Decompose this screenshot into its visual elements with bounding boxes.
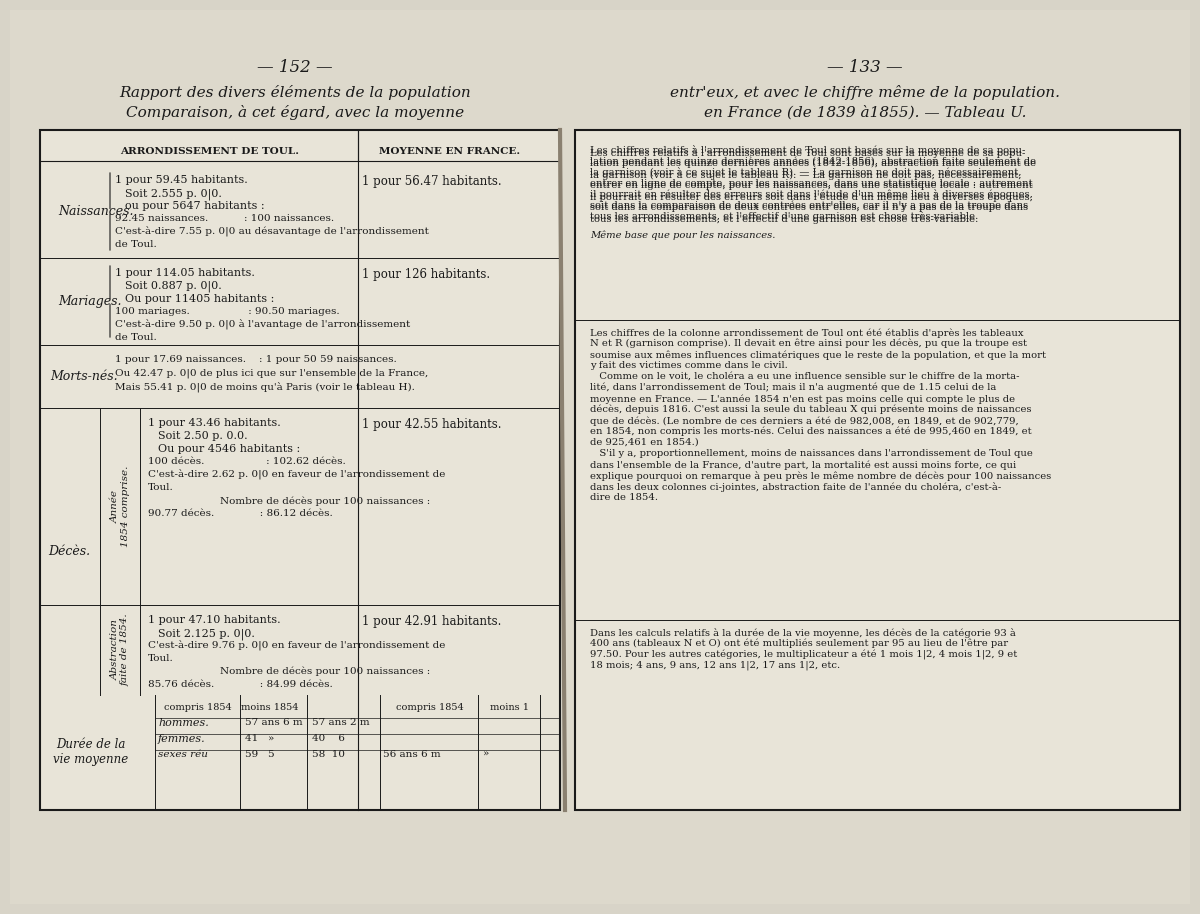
Text: de Toul.: de Toul. xyxy=(115,240,157,249)
Text: Comme on le voit, le choléra a eu une influence sensible sur le chiffre de la mo: Comme on le voit, le choléra a eu une in… xyxy=(590,372,1020,381)
Text: Ou pour 4546 habitants :: Ou pour 4546 habitants : xyxy=(158,444,300,454)
Text: Soit 2.125 p. 0|0.: Soit 2.125 p. 0|0. xyxy=(158,628,254,640)
Text: N et R (garnison comprise). Il devait en être ainsi pour les décès, pu que la tr: N et R (garnison comprise). Il devait en… xyxy=(590,339,1027,348)
Text: Abstraction
faite de 1854.: Abstraction faite de 1854. xyxy=(110,613,130,686)
Text: Mais 55.41 p. 0|0 de moins qu'à Paris (voir le tableau H).: Mais 55.41 p. 0|0 de moins qu'à Paris (v… xyxy=(115,383,415,393)
Text: Rapport des divers éléments de la population: Rapport des divers éléments de la popula… xyxy=(119,86,470,101)
Text: — 133 —: — 133 — xyxy=(827,59,902,77)
Text: moyenne en France. — L'année 1854 n'en est pas moins celle qui compte le plus de: moyenne en France. — L'année 1854 n'en e… xyxy=(590,394,1015,403)
Text: Durée de la
vie moyenne: Durée de la vie moyenne xyxy=(53,739,128,767)
Text: 1 pour 114.05 habitants.: 1 pour 114.05 habitants. xyxy=(115,268,254,278)
Text: tous les arrondissements, et l'effectif d'une garnison est chose très-variable.: tous les arrondissements, et l'effectif … xyxy=(590,214,978,224)
Text: entrer en ligne de compte, pour les naissances, dans une statistique locale : au: entrer en ligne de compte, pour les nais… xyxy=(590,181,1033,190)
Text: 56 ans 6 m: 56 ans 6 m xyxy=(383,750,440,759)
Text: »: » xyxy=(482,750,490,759)
Text: hommes.: hommes. xyxy=(158,718,209,728)
Text: 57 ans 2 m: 57 ans 2 m xyxy=(312,718,370,727)
Text: 1 pour 43.46 habitants.: 1 pour 43.46 habitants. xyxy=(148,418,281,428)
Text: 1 pour 17.69 naissances.    : 1 pour 50 59 naissances.: 1 pour 17.69 naissances. : 1 pour 50 59 … xyxy=(115,355,397,364)
Text: 1 pour 126 habitants.: 1 pour 126 habitants. xyxy=(362,268,490,281)
Text: 1 pour 56.47 habitants.: 1 pour 56.47 habitants. xyxy=(362,175,502,188)
Text: lité, dans l'arrondissement de Toul; mais il n'a augmenté que de 1.15 celui de l: lité, dans l'arrondissement de Toul; mai… xyxy=(590,383,996,392)
Text: 1 pour 47.10 habitants.: 1 pour 47.10 habitants. xyxy=(148,615,281,625)
Text: que de décès. (Le nombre de ces derniers a été de 982,008, en 1849, et de 902,77: que de décès. (Le nombre de ces derniers… xyxy=(590,416,1019,426)
Bar xyxy=(575,130,1180,810)
Bar xyxy=(40,130,560,810)
Text: en 1854, non compris les morts-nés. Celui des naissances a été de 995,460 en 184: en 1854, non compris les morts-nés. Celu… xyxy=(590,427,1032,437)
Text: C'est-à-dire 9.50 p. 0|0 à l'avantage de l'arrondissement: C'est-à-dire 9.50 p. 0|0 à l'avantage de… xyxy=(115,320,410,330)
Text: Ou 42.47 p. 0|0 de plus ici que sur l'ensemble de la France,: Ou 42.47 p. 0|0 de plus ici que sur l'en… xyxy=(115,369,428,378)
Text: explique pourquoi on remarque à peu près le même nombre de décès pour 100 naissa: explique pourquoi on remarque à peu près… xyxy=(590,471,1051,481)
Text: Toul.: Toul. xyxy=(148,654,174,663)
Text: dire de 1854.: dire de 1854. xyxy=(590,493,658,502)
Text: Les chiffres relatifs à l'arrondissement de Toul sont basés sur la moyenne de sa: Les chiffres relatifs à l'arrondissement… xyxy=(590,148,1025,158)
Text: MOYENNE EN FRANCE.: MOYENNE EN FRANCE. xyxy=(379,147,521,156)
Text: dans les deux colonnes ci-jointes, abstraction faite de l'année du choléra, c'es: dans les deux colonnes ci-jointes, abstr… xyxy=(590,482,1001,492)
Text: Soit 2.555 p. 0|0.: Soit 2.555 p. 0|0. xyxy=(125,188,222,199)
Text: de Toul.: de Toul. xyxy=(115,333,157,342)
Text: de 925,461 en 1854.): de 925,461 en 1854.) xyxy=(590,438,698,447)
Text: dans l'ensemble de la France, d'autre part, la mortalité est aussi moins forte, : dans l'ensemble de la France, d'autre pa… xyxy=(590,460,1016,470)
Text: y fait des victimes comme dans le civil.: y fait des victimes comme dans le civil. xyxy=(590,361,787,370)
Text: C'est-à-dire 9.76 p. 0|0 en faveur de l'arrondissement de: C'est-à-dire 9.76 p. 0|0 en faveur de l'… xyxy=(148,641,445,652)
Text: soumise aux mêmes influences climatériques que le reste de la population, et que: soumise aux mêmes influences climatériqu… xyxy=(590,350,1046,359)
Text: 59   5: 59 5 xyxy=(245,750,275,759)
Text: Même base que pour les naissances.: Même base que pour les naissances. xyxy=(590,230,775,239)
Text: S'il y a, proportionnellement, moins de naissances dans l'arrondissement de Toul: S'il y a, proportionnellement, moins de … xyxy=(590,449,1033,458)
Text: Nombre de décès pour 100 naissances :: Nombre de décès pour 100 naissances : xyxy=(220,496,431,505)
Text: 92.45 naissances.           : 100 naissances.: 92.45 naissances. : 100 naissances. xyxy=(115,214,334,223)
Text: 40    6: 40 6 xyxy=(312,734,344,743)
Text: 18 mois; 4 ans, 9 ans, 12 ans 1|2, 17 ans 1|2, etc.: 18 mois; 4 ans, 9 ans, 12 ans 1|2, 17 an… xyxy=(590,661,840,671)
Text: compris 1854: compris 1854 xyxy=(396,703,464,712)
Text: 1 pour 42.55 habitants.: 1 pour 42.55 habitants. xyxy=(362,418,502,431)
Text: Les chiffres de la colonne arrondissement de Toul ont été établis d'après les ta: Les chiffres de la colonne arrondissemen… xyxy=(590,328,1024,337)
Text: 400 ans (tableaux N et O) ont été multipliés seulement par 95 au lieu de l'être : 400 ans (tableaux N et O) ont été multip… xyxy=(590,639,1008,649)
Text: soit dans la comparaison de deux contrées entr'elles, car il n'y a pas de la tro: soit dans la comparaison de deux contrée… xyxy=(590,203,1028,212)
Text: C'est-à-dire 7.55 p. 0|0 au désavantage de l'arrondissement: C'est-à-dire 7.55 p. 0|0 au désavantage … xyxy=(115,227,428,238)
Text: ARRONDISSEMENT DE TOUL.: ARRONDISSEMENT DE TOUL. xyxy=(120,147,300,156)
Text: 97.50. Pour les autres catégories, le multiplicateur a été 1 mois 1|2, 4 mois 1|: 97.50. Pour les autres catégories, le mu… xyxy=(590,650,1018,660)
Text: 1 pour 42.91 habitants.: 1 pour 42.91 habitants. xyxy=(362,615,502,628)
Text: Morts-nés.: Morts-nés. xyxy=(50,370,118,383)
Text: Ou pour 11405 habitants :: Ou pour 11405 habitants : xyxy=(125,294,275,304)
Text: 90.77 décès.              : 86.12 décès.: 90.77 décès. : 86.12 décès. xyxy=(148,509,332,518)
Text: Toul.: Toul. xyxy=(148,483,174,492)
Text: Comparaison, à cet égard, avec la moyenne: Comparaison, à cet égard, avec la moyenn… xyxy=(126,104,464,120)
Text: 1 pour 59.45 habitants.: 1 pour 59.45 habitants. xyxy=(115,175,247,185)
Text: 41   »: 41 » xyxy=(245,734,275,743)
Text: 58  10: 58 10 xyxy=(312,750,346,759)
Text: compris 1854: compris 1854 xyxy=(164,703,232,712)
Text: Mariages.: Mariages. xyxy=(58,295,121,308)
Text: femmes.: femmes. xyxy=(158,734,205,744)
Text: Année
1854 comprise.: Année 1854 comprise. xyxy=(110,466,130,547)
Text: Décès.: Décès. xyxy=(48,545,90,558)
Text: sexes réu: sexes réu xyxy=(158,750,208,759)
Text: Soit 2.50 p. 0.0.: Soit 2.50 p. 0.0. xyxy=(158,431,247,441)
Text: Les chiffres relatifs à l'arrondissement de Toul sont basés sur la moyenne de sa: Les chiffres relatifs à l'arrondissement… xyxy=(590,145,1036,221)
Text: moins 1854: moins 1854 xyxy=(241,703,299,712)
Text: Soit 0.887 p. 0|0.: Soit 0.887 p. 0|0. xyxy=(125,281,222,292)
Text: lation pendant les quinze dernières années (1842-1856), abstraction faite seulem: lation pendant les quinze dernières anné… xyxy=(590,159,1036,168)
Text: moins 1: moins 1 xyxy=(491,703,529,712)
Text: Naissances.: Naissances. xyxy=(58,205,133,218)
Text: Nombre de décès pour 100 naissances :: Nombre de décès pour 100 naissances : xyxy=(220,667,431,676)
Text: 100 mariages.                  : 90.50 mariages.: 100 mariages. : 90.50 mariages. xyxy=(115,307,340,316)
Text: Dans les calculs relatifs à la durée de la vie moyenne, les décès de la catégori: Dans les calculs relatifs à la durée de … xyxy=(590,628,1016,638)
Text: en France (de 1839 à1855). — Tableau U.: en France (de 1839 à1855). — Tableau U. xyxy=(703,105,1026,119)
Text: 100 décès.                   : 102.62 décès.: 100 décès. : 102.62 décès. xyxy=(148,457,346,466)
Text: décès, depuis 1816. C'est aussi la seule du tableau X qui présente moins de nais: décès, depuis 1816. C'est aussi la seule… xyxy=(590,405,1032,415)
Text: la garnison (voir à ce sujet le tableau R). — La garnison ne doit pas, nécessair: la garnison (voir à ce sujet le tableau … xyxy=(590,170,1021,180)
Text: C'est-à-dire 2.62 p. 0|0 en faveur de l'arrondissement de: C'est-à-dire 2.62 p. 0|0 en faveur de l'… xyxy=(148,470,445,481)
Text: 85.76 décès.              : 84.99 décès.: 85.76 décès. : 84.99 décès. xyxy=(148,680,332,689)
Text: 57 ans 6 m: 57 ans 6 m xyxy=(245,718,302,727)
Text: ou pour 5647 habitants :: ou pour 5647 habitants : xyxy=(125,201,265,211)
Text: — 152 —: — 152 — xyxy=(257,59,332,77)
Text: il pourrait en résulter des erreurs soit dans l'étude d'un même lieu à diverses : il pourrait en résulter des erreurs soit… xyxy=(590,192,1033,202)
Text: entr'eux, et avec le chiffre même de la population.: entr'eux, et avec le chiffre même de la … xyxy=(670,86,1060,101)
